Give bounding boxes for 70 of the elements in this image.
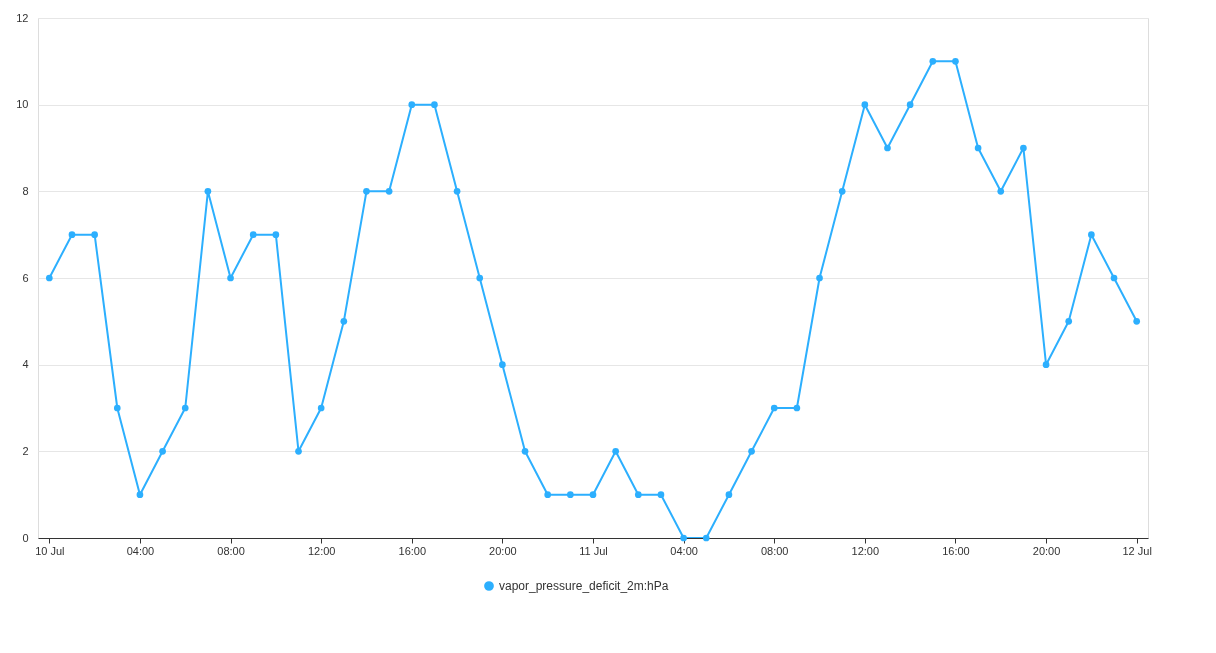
point [634,491,642,499]
point [113,404,121,412]
point [589,491,597,499]
point [816,274,823,282]
x-tick-label: 04:00 [670,544,698,557]
x-tick-label: 16:00 [942,544,970,557]
point [974,144,982,152]
point [838,187,846,195]
point [453,187,461,195]
point [1088,231,1095,239]
y-tick-label: 0 [22,531,29,544]
point [952,57,959,65]
point [295,447,302,455]
point [136,491,144,499]
y-tick-label: 10 [16,98,29,111]
point [363,187,370,195]
point [227,274,234,282]
point [91,231,98,239]
point [861,101,869,109]
point [204,187,212,195]
point [1065,317,1073,325]
x-tick-label: 20:00 [489,544,517,557]
point [1110,274,1118,282]
x-tick-label: 12 Jul [1122,544,1152,557]
x-tick-label: 08:00 [217,544,245,557]
point [997,187,1005,195]
point [499,361,506,369]
point [385,187,393,195]
point [566,491,574,499]
point [770,404,778,412]
point [249,231,257,239]
x-tick-label: 04:00 [126,544,155,557]
point [929,57,937,65]
point [272,231,280,239]
point [657,491,665,499]
y-tick-label: 6 [22,271,29,284]
y-tick-label: 12 [16,11,29,24]
point [544,491,552,499]
point [725,491,733,499]
point [476,274,484,282]
point [431,101,438,109]
legend-label: vapor_pressure_deficit_2m:hPa [499,579,669,593]
point [1133,317,1141,325]
point [521,447,529,455]
x-tick-label: 20:00 [1032,544,1061,557]
point [1042,361,1050,369]
x-tick-label: 11 Jul [579,544,608,557]
point [317,404,325,412]
point [159,447,166,455]
point [1020,144,1027,152]
x-tick-label: 12:00 [307,544,336,557]
x-tick-label: 16:00 [398,544,427,557]
point [680,534,687,542]
point [612,447,620,455]
point [181,404,189,412]
point [340,317,348,325]
y-tick-label: 8 [22,184,29,197]
point [906,101,914,109]
x-tick-label: 08:00 [760,544,789,557]
y-tick-label: 2 [22,444,29,457]
x-tick-label: 12:00 [851,544,880,557]
point [884,144,891,152]
y-tick-label: 4 [22,358,29,371]
point [408,101,416,109]
point [702,534,710,542]
point [793,404,801,412]
point [45,274,53,282]
x-tick-label: 10 Jul [35,544,65,557]
point [68,231,76,239]
point [748,447,755,455]
